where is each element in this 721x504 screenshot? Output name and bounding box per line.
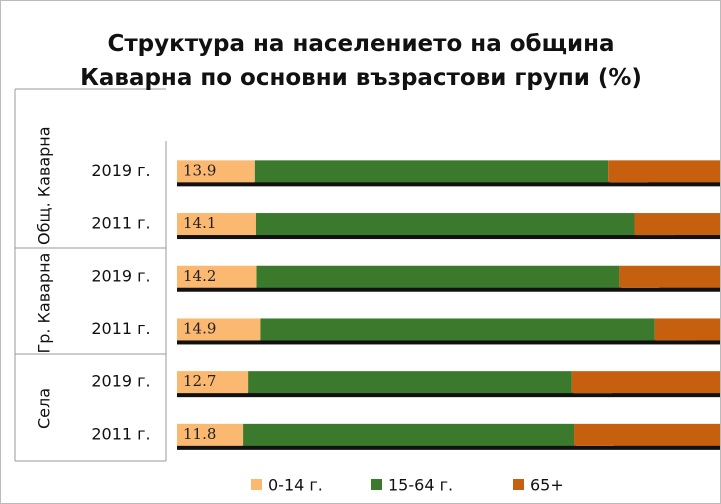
- bar-segment: [248, 371, 572, 394]
- legend-label: 15-64 г.: [388, 476, 453, 495]
- legend-label: 65+: [530, 476, 564, 495]
- data-label: 14.1: [183, 214, 216, 232]
- y-tick-label: 2011 г.: [91, 319, 150, 338]
- bar-segment: [177, 318, 261, 341]
- bar-segment: [608, 160, 720, 183]
- bar-shadow: [177, 181, 720, 187]
- bar-segment: [254, 160, 609, 183]
- bar-shadow: [177, 444, 720, 450]
- y-tick-label: 2019 г.: [91, 161, 150, 180]
- bar-segment: [177, 160, 255, 183]
- group-label: Общ. Каварна: [35, 126, 54, 245]
- bar-segment: [619, 265, 720, 288]
- legend-swatch: [251, 479, 262, 490]
- y-tick-label: 2019 г.: [91, 372, 150, 391]
- legend-swatch: [513, 479, 524, 490]
- data-label: 14.2: [183, 267, 216, 285]
- legend-label: 0-14 г.: [268, 476, 323, 495]
- bar-segment: [654, 318, 720, 341]
- data-label: 14.9: [183, 319, 216, 337]
- bar-segment: [255, 213, 635, 236]
- bar-segment: [243, 423, 575, 446]
- data-label: 11.8: [183, 425, 216, 443]
- chart-title: Структура на населението на община Кавар…: [80, 31, 642, 91]
- bar-segment: [177, 423, 244, 446]
- data-label: 13.9: [183, 161, 216, 179]
- bar-segment: [571, 371, 720, 394]
- y-tick-label: 2011 г.: [91, 424, 150, 443]
- bar-segment: [260, 318, 655, 341]
- bar-shadow: [177, 234, 720, 240]
- bar-segment: [177, 213, 256, 236]
- bar-segment: [177, 371, 249, 394]
- data-label: 12.7: [183, 372, 216, 390]
- bar-shadow: [177, 392, 720, 398]
- group-label: Гр. Каварна: [35, 253, 54, 354]
- group-label: Села: [35, 388, 54, 429]
- bar-segment: [256, 265, 620, 288]
- bar-segment: [634, 213, 720, 236]
- y-tick-label: 2011 г.: [91, 214, 150, 233]
- y-tick-label: 2019 г.: [91, 266, 150, 285]
- legend-swatch: [371, 479, 382, 490]
- bar-shadow: [177, 339, 720, 345]
- bar-shadow: [177, 286, 720, 292]
- bar-segment: [574, 423, 720, 446]
- bar-segment: [177, 265, 257, 288]
